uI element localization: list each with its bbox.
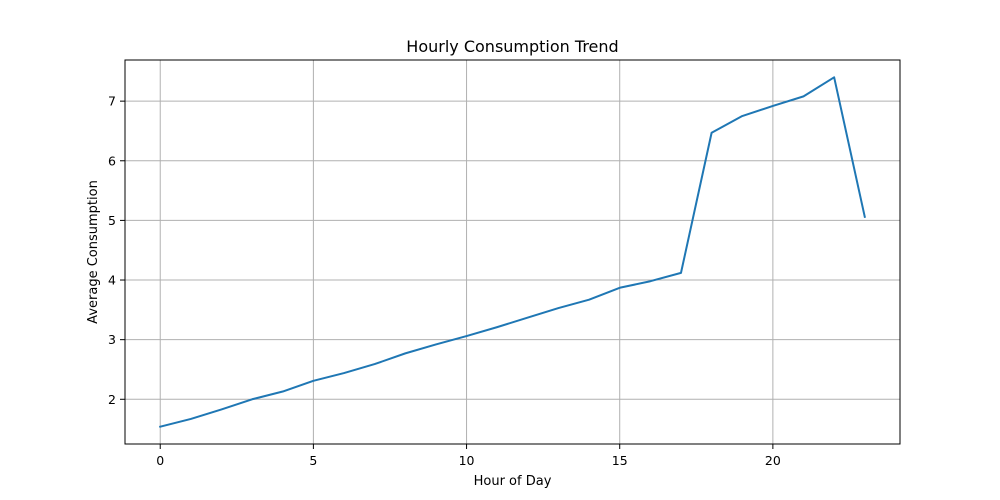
chart-title: Hourly Consumption Trend [406,37,618,56]
y-tick-label: 6 [108,153,116,168]
series-line [159,76,866,428]
y-tick-label: 7 [108,94,116,109]
x-tick-label: 0 [156,453,164,468]
y-tick-label: 2 [108,392,116,407]
x-tick-label: 15 [612,453,628,468]
y-axis: 2 3 4 5 6 7 [108,94,125,407]
y-tick-label: 4 [108,273,116,288]
x-tick-label: 10 [459,453,475,468]
y-tick-label: 5 [108,213,116,228]
x-tick-label: 5 [309,453,317,468]
plot-frame [124,59,901,445]
x-axis-label: Hour of Day [474,474,552,489]
x-tick-label: 20 [765,453,781,468]
x-axis: 0 5 10 15 20 [156,444,781,468]
series-group [159,76,866,428]
y-axis-label: Average Consumption [86,180,101,324]
y-tick-label: 3 [108,332,116,347]
